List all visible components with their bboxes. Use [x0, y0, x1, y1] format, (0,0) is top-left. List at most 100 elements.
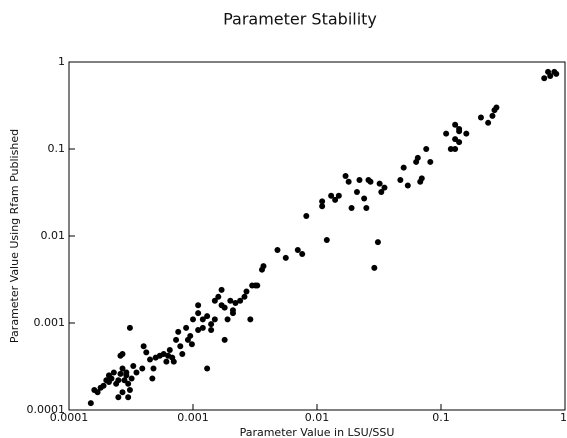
point	[335, 192, 342, 199]
point	[299, 251, 306, 258]
point	[443, 130, 450, 137]
point	[110, 369, 117, 376]
point	[125, 380, 132, 387]
point	[345, 178, 352, 185]
point	[282, 254, 289, 261]
point	[237, 297, 244, 304]
point	[247, 316, 254, 323]
point	[215, 293, 222, 300]
point	[332, 196, 339, 203]
y-tick-label: 0.0001	[27, 403, 66, 416]
point	[211, 297, 218, 304]
point	[241, 293, 248, 300]
point	[547, 73, 554, 80]
x-tick-label: 0.1	[432, 411, 450, 424]
point	[319, 203, 326, 210]
point	[119, 351, 126, 358]
x-tick-label: 1	[560, 411, 567, 424]
point	[367, 178, 374, 185]
point	[130, 363, 137, 370]
point	[115, 394, 122, 401]
x-axis-label: Parameter Value in LSU/SSU	[240, 426, 395, 438]
y-axis-label: Parameter Value Using Rfam Published	[8, 129, 21, 343]
point	[553, 70, 560, 77]
point	[173, 336, 180, 343]
y-tick-label: 1	[58, 55, 65, 68]
point	[204, 365, 211, 372]
point	[400, 164, 407, 171]
point	[348, 204, 355, 211]
point	[353, 189, 360, 196]
y-tick-label: 0.01	[41, 229, 66, 242]
x-tick-label: 0.001	[177, 411, 209, 424]
point	[108, 375, 115, 382]
point	[128, 375, 135, 382]
point	[208, 327, 215, 334]
point	[374, 239, 381, 246]
point	[414, 154, 421, 161]
point	[146, 356, 153, 363]
point	[126, 386, 133, 393]
point	[376, 180, 383, 187]
point	[319, 198, 326, 205]
point	[541, 75, 548, 82]
point	[140, 343, 147, 350]
point	[133, 369, 140, 376]
point	[493, 104, 500, 111]
point	[363, 204, 370, 211]
point	[229, 310, 236, 317]
point	[427, 158, 434, 165]
point	[232, 299, 239, 306]
point	[397, 177, 404, 184]
point	[489, 112, 496, 119]
point	[117, 370, 124, 377]
point	[195, 327, 202, 334]
point	[294, 247, 301, 254]
point	[139, 365, 146, 372]
point	[477, 114, 484, 121]
point	[190, 316, 196, 323]
point	[303, 212, 310, 219]
point	[208, 321, 215, 328]
point	[195, 302, 202, 309]
point	[485, 119, 492, 126]
point	[115, 377, 122, 384]
point	[125, 394, 132, 401]
point	[260, 263, 267, 270]
x-tick-label: 0.01	[305, 411, 330, 424]
point	[452, 146, 459, 152]
point	[456, 139, 463, 146]
point	[119, 365, 126, 372]
point	[323, 236, 330, 243]
point	[218, 286, 225, 293]
point	[243, 288, 250, 295]
point	[143, 349, 150, 356]
point	[254, 282, 261, 289]
point	[121, 377, 128, 384]
point	[452, 121, 459, 128]
point	[328, 192, 335, 199]
point	[447, 146, 454, 152]
point	[378, 189, 385, 196]
point	[423, 146, 430, 152]
point	[163, 358, 170, 365]
point	[381, 184, 388, 191]
point	[463, 130, 470, 137]
point	[371, 264, 378, 271]
point	[187, 332, 194, 339]
point	[211, 316, 218, 323]
point	[123, 369, 130, 376]
chart-title: Parameter Stability	[223, 10, 377, 29]
x-tick-label: 0.0001	[50, 411, 89, 424]
point	[149, 375, 156, 382]
point	[199, 316, 206, 323]
point	[456, 128, 463, 135]
point	[175, 328, 182, 335]
point	[170, 358, 177, 365]
point	[126, 324, 133, 331]
point	[221, 336, 228, 343]
point	[199, 324, 206, 331]
point	[404, 182, 411, 189]
point	[342, 172, 349, 179]
